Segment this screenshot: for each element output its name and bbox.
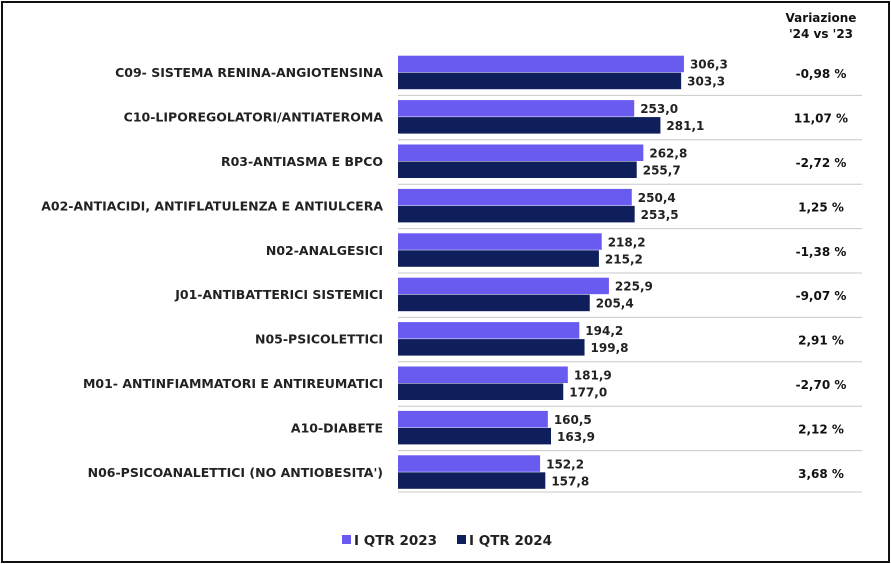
- bar-2023: [398, 410, 548, 428]
- variation-value: -0,98 %: [796, 67, 847, 81]
- bar-2024: [398, 117, 661, 134]
- variation-value: 2,91 %: [798, 334, 844, 348]
- data-label: 306,3: [690, 58, 728, 72]
- chart-row: N05-PSICOLETTICI 194,2 199,8 2,91 %: [255, 316, 862, 356]
- data-label: 177,0: [569, 386, 607, 400]
- data-label: 253,5: [641, 208, 679, 222]
- data-label: 215,2: [605, 252, 643, 266]
- legend-label-2024: I QTR 2024: [469, 533, 552, 549]
- variation-header: Variazione '24 vs '23: [786, 11, 857, 41]
- chart-rows: C09- SISTEMA RENINA-ANGIOTENSINA 306,3 303…: [41, 55, 862, 493]
- bar-2023: [398, 188, 632, 206]
- chart-row: C09- SISTEMA RENINA-ANGIOTENSINA 306,3 303…: [115, 55, 847, 90]
- data-label: 152,2: [546, 457, 584, 471]
- bar-2023: [398, 455, 541, 472]
- category-label: R03-ANTIASMA E BPCO: [221, 154, 383, 169]
- bar-2023: [398, 322, 580, 339]
- bar-2023: [398, 144, 644, 161]
- legend-swatch-2023: [342, 535, 351, 544]
- chart-row: C10-LIPOREGOLATORI/ANTIATEROMA 253,0 281,1…: [124, 94, 862, 134]
- category-label: J01-ANTIBATTERICI SISTEMICI: [174, 287, 383, 302]
- category-label: N02-ANALGESICI: [266, 243, 383, 258]
- bar-2023: [398, 55, 684, 73]
- variation-header-line2: '24 vs '23: [789, 27, 853, 41]
- category-label: N05-PSICOLETTICI: [255, 332, 383, 347]
- chart-row: A02-ANTIACIDI, ANTIFLATULENZA E ANTIULCE…: [41, 183, 862, 223]
- data-label: 255,7: [643, 164, 681, 178]
- data-label: 163,9: [557, 430, 595, 444]
- variation-header-line1: Variazione: [786, 11, 857, 25]
- bar-2024: [398, 250, 599, 267]
- category-label: N06-PSICOANALETTICI (NO ANTIOBESITA'): [88, 465, 383, 480]
- category-label: C09- SISTEMA RENINA-ANGIOTENSINA: [115, 65, 383, 80]
- legend-label-2023: I QTR 2023: [354, 533, 437, 549]
- chart-row: J01-ANTIBATTERICI SISTEMICI 225,9 205,4 -9,…: [174, 272, 862, 312]
- data-label: 281,1: [666, 119, 704, 133]
- variation-value: -2,70 %: [796, 378, 847, 392]
- variation-value: 11,07 %: [794, 112, 848, 126]
- data-label: 250,4: [638, 191, 676, 205]
- legend-swatch-2024: [457, 535, 466, 544]
- bar-2024: [398, 339, 585, 356]
- data-label: 181,9: [574, 369, 612, 383]
- bar-2023: [398, 366, 568, 383]
- chart-row: R03-ANTIASMA E BPCO 262,8 255,7 -2,72 %: [221, 139, 862, 178]
- bar-2024: [398, 294, 590, 312]
- data-label: 225,9: [615, 280, 653, 294]
- bar-2023: [398, 100, 635, 117]
- bar-2024: [398, 427, 552, 445]
- variation-value: 1,25 %: [798, 200, 844, 214]
- variation-value: 3,68 %: [798, 467, 844, 481]
- chart-row: M01- ANTINFIAMMATORI E ANTIREUMATICI 181,…: [83, 361, 862, 400]
- variation-value: -2,72 %: [796, 156, 847, 170]
- legend: I QTR 2023 I QTR 2024: [342, 533, 552, 549]
- data-label: 253,0: [640, 102, 678, 116]
- data-label: 218,2: [608, 235, 646, 249]
- data-label: 205,4: [596, 297, 634, 311]
- bar-2024: [398, 383, 564, 400]
- data-label: 303,3: [687, 75, 725, 89]
- chart-row: N06-PSICOANALETTICI (NO ANTIOBESITA') 152…: [88, 450, 862, 489]
- bar-2024: [398, 72, 682, 90]
- bar-2023: [398, 277, 609, 295]
- category-label: A02-ANTIACIDI, ANTIFLATULENZA E ANTIULCE…: [41, 198, 383, 213]
- variation-value: -1,38 %: [796, 245, 847, 259]
- bar-2024: [398, 205, 635, 223]
- bar-2024: [398, 472, 546, 489]
- bar-2023: [398, 233, 602, 250]
- chart-row: A10-DIABETE 160,5 163,9 2,12 %: [291, 405, 862, 445]
- bar-2024: [398, 161, 637, 178]
- category-label: C10-LIPOREGOLATORI/ANTIATEROMA: [124, 110, 384, 125]
- variation-value: -9,07 %: [796, 289, 847, 303]
- category-label: M01- ANTINFIAMMATORI E ANTIREUMATICI: [83, 376, 383, 391]
- data-label: 194,2: [585, 324, 623, 338]
- category-label: A10-DIABETE: [291, 420, 383, 435]
- data-label: 199,8: [591, 341, 629, 355]
- data-label: 262,8: [649, 147, 687, 161]
- chart-row: N02-ANALGESICI 218,2 215,2 -1,38 %: [266, 228, 862, 267]
- variation-value: 2,12 %: [798, 422, 844, 436]
- data-label: 157,8: [551, 474, 589, 488]
- data-label: 160,5: [554, 413, 592, 427]
